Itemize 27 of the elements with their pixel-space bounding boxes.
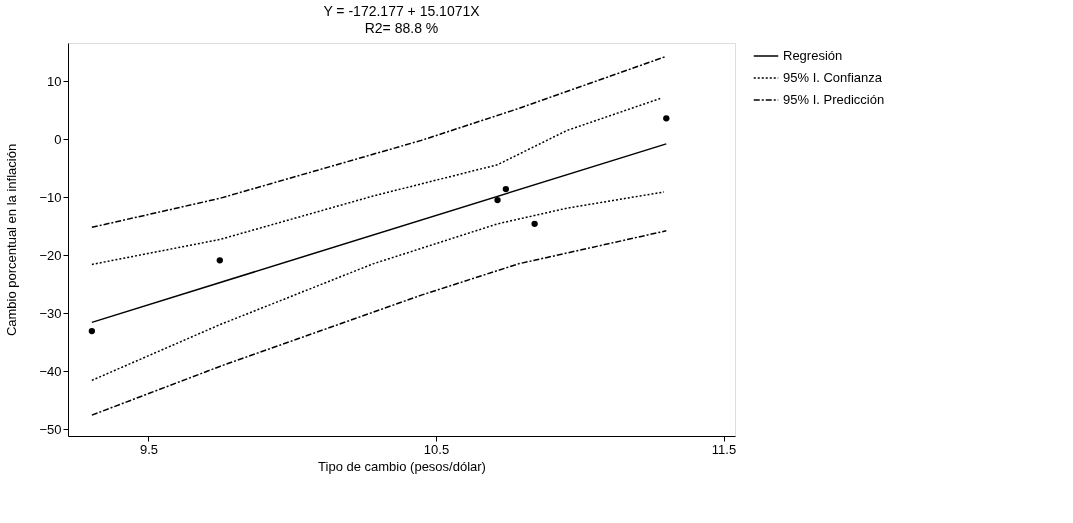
y-tick-label: −10 (39, 189, 62, 205)
line-series (91, 97, 663, 266)
y-tick-label: 0 (54, 131, 62, 147)
legend-label: 95% I. Predicción (783, 92, 885, 107)
y-tick-label: −30 (39, 305, 62, 321)
x-axis-title: Tipo de cambio (pesos/dólar) (318, 458, 486, 474)
chart-title: Y = -172.177 + 15.1071X (323, 3, 481, 20)
chart-subtitle: R2= 88.8 % (364, 20, 439, 37)
y-tick-label: −50 (39, 421, 62, 437)
x-tick-label: 11.5 (711, 441, 737, 457)
point (216, 257, 223, 264)
point (663, 115, 670, 122)
y-tick-label: 10 (47, 73, 62, 89)
point (494, 196, 501, 204)
point (502, 185, 510, 193)
x-tick-label: 9.5 (139, 441, 159, 457)
y-tick-label: −20 (39, 247, 62, 263)
line-series (91, 230, 668, 416)
y-axis-title: Cambio porcentual en la inflación (4, 143, 20, 337)
y-tick-label: −40 (39, 363, 62, 379)
legend-label: Regresión (783, 48, 843, 63)
line-series (91, 191, 665, 382)
legend-label: 95% I. Confianza (783, 70, 883, 85)
point (531, 220, 538, 228)
x-tick-label: 10.5 (423, 441, 450, 457)
point (88, 327, 96, 335)
line-series (91, 55, 668, 229)
